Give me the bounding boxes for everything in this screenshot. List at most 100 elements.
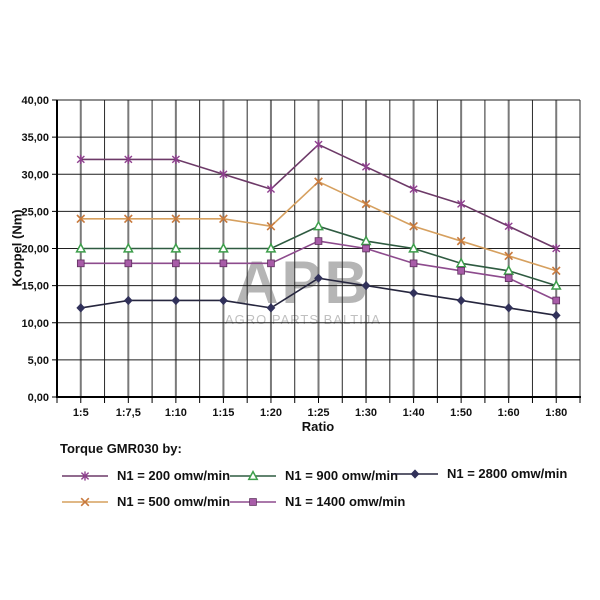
data-point-marker [217,242,229,253]
data-point-marker [409,184,418,194]
y-tick-label: 35,00 [21,132,49,144]
legend-title: Torque GMR030 by: [60,441,182,456]
data-point-marker [551,310,561,320]
data-point-marker [362,244,370,253]
line-square-marker-icon [230,497,276,506]
line-triangle-marker-icon [230,469,276,480]
data-point-marker [122,242,134,253]
data-point-marker [361,281,371,291]
data-point-marker [504,221,513,231]
data-point-marker [551,266,561,276]
x-tick-label: 1:5 [73,407,89,419]
x-tick-label: 1:25 [307,407,329,419]
line-diamond-marker-icon [392,468,438,479]
data-point-marker [76,259,85,268]
x-tick-label: 1:80 [545,407,567,419]
data-point-marker [249,497,257,506]
x-tick-label: 1:50 [450,407,472,419]
data-point-marker [410,468,420,479]
y-tick-label: 15,00 [21,281,49,293]
data-point-marker [552,243,561,254]
data-point-marker [219,169,228,179]
data-point-marker [123,214,133,224]
data-point-marker [76,303,86,313]
data-point-marker [455,257,467,268]
legend-item-n1-2800: N1 = 2800 omw/min [392,466,567,481]
data-point-marker [219,214,228,224]
x-tick-label: 1:60 [498,407,520,419]
data-point-marker [80,497,90,506]
data-point-marker [266,221,276,231]
data-point-marker [123,295,133,306]
data-point-marker [247,469,259,480]
series-1200 [76,139,561,254]
data-point-marker [266,303,276,313]
data-point-marker [124,154,133,164]
data-point-marker [314,273,323,283]
data-point-marker [171,295,181,306]
legend-label: N1 = 200 omw/min [117,468,231,483]
data-point-marker [76,154,85,164]
data-point-marker [409,288,418,298]
y-tick-labels: 40,00 35,00 30,00 25,00 20,00 15,00 10,00 5,00 0… [21,95,49,404]
y-tick-label: 10,00 [21,318,49,330]
data-point-marker [172,259,180,268]
data-point-marker [313,220,324,231]
data-point-marker [171,214,181,224]
y-tick-label: 40,00 [21,95,49,107]
chart-plot-svg: 40,00 35,00 30,00 25,00 20,00 15,00 10,00 5,00 0… [21,95,581,419]
x-tick-label: 1:7,5 [116,407,141,419]
data-point-marker [504,274,513,282]
y-tick-label: 0,00 [28,392,49,404]
line-star-marker-icon [62,470,108,481]
data-point-marker [76,214,86,224]
x-tick-label: 1:20 [260,407,282,419]
data-point-marker [314,139,323,150]
x-tick-label: 1:30 [355,407,377,419]
x-tick-label: 1:40 [403,407,425,419]
x-tick-label: 1:10 [165,407,187,419]
legend-item-n1-900: N1 = 900 omw/min [230,468,398,483]
data-point-marker [550,279,562,290]
data-point-marker [360,235,372,246]
data-point-marker [75,242,87,253]
data-point-marker [219,295,228,306]
data-point-marker [457,199,466,209]
data-point-marker [265,242,277,253]
data-point-marker [504,303,514,313]
series-12800 [76,273,561,320]
y-tick-label: 25,00 [21,206,49,218]
x-tick-label: 1:15 [212,407,234,419]
legend-item-n1-500: N1 = 500 omw/min [62,494,230,509]
y-axis-title: Koppel (Nm) [9,209,25,287]
axes [52,99,581,403]
legend-label: N1 = 1400 omw/min [285,494,406,509]
y-tick-label: 5,00 [28,355,49,367]
data-point-marker [361,199,371,209]
data-point-marker [219,259,228,268]
x-tick-labels: 1:5 1:7,5 1:10 1:15 1:20 1:25 1:30 1:40 1:50 1:60… [73,407,567,419]
data-point-marker [267,259,275,268]
data-point-marker [504,251,514,261]
data-point-marker [456,295,466,306]
data-point-marker [170,242,182,253]
series-1900 [75,220,562,290]
data-point-marker [314,177,323,187]
y-tick-label: 30,00 [21,169,49,181]
legend-label: N1 = 500 omw/min [117,494,231,509]
data-point-marker [409,259,418,268]
data-point-marker [171,154,180,164]
data-point-marker [124,259,133,268]
data-point-marker [409,221,418,231]
data-point-marker [503,264,515,275]
data-point-marker [408,242,420,253]
x-axis-title: Ratio [301,419,335,434]
legend-item-n1-1400: N1 = 1400 omw/min [230,494,405,509]
legend-label: N1 = 900 omw/min [285,468,399,483]
data-point-marker [457,266,465,275]
data-point-marker [552,296,561,305]
legend-item-n1-200: N1 = 200 omw/min [62,468,230,483]
series-11400 [76,237,561,305]
data-point-marker [314,237,323,245]
